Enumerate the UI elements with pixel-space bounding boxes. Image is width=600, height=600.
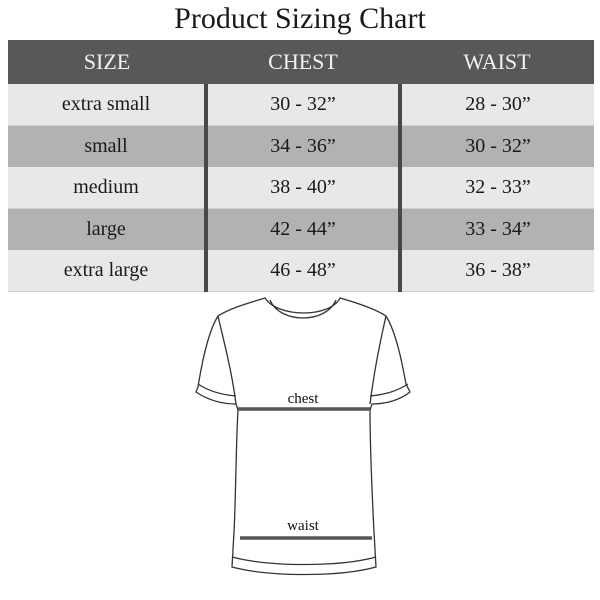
- waist-cell: 28 - 30”: [398, 84, 594, 126]
- sizing-table: SIZE CHEST WAIST extra small 30 - 32” 28 -…: [8, 40, 594, 292]
- table-row: medium 38 - 40” 32 - 33”: [8, 167, 594, 209]
- waist-cell: 32 - 33”: [398, 167, 594, 209]
- table-row: extra small 30 - 32” 28 - 30”: [8, 84, 594, 126]
- table-header-row: SIZE CHEST WAIST: [8, 40, 594, 84]
- chest-cell: 30 - 32”: [204, 84, 400, 126]
- header-chest: CHEST: [206, 40, 400, 84]
- header-size: SIZE: [8, 40, 206, 84]
- waist-cell: 30 - 32”: [398, 125, 594, 167]
- waist-label: waist: [287, 518, 319, 534]
- table-row: small 34 - 36” 30 - 32”: [8, 125, 594, 167]
- size-cell: large: [8, 208, 206, 250]
- size-cell: extra small: [8, 84, 206, 126]
- tshirt-diagram: chest waist: [195, 297, 411, 576]
- chest-cell: 38 - 40”: [204, 167, 400, 209]
- table-row: large 42 - 44” 33 - 34”: [8, 208, 594, 250]
- waist-cell: 33 - 34”: [398, 208, 594, 250]
- table-row: extra large 46 - 48” 36 - 38”: [8, 250, 594, 292]
- size-cell: extra large: [8, 250, 206, 292]
- size-cell: small: [8, 125, 206, 167]
- chest-cell: 46 - 48”: [204, 250, 400, 292]
- page-title: Product Sizing Chart: [174, 2, 426, 35]
- chest-cell: 42 - 44”: [204, 208, 400, 250]
- chest-label: chest: [288, 391, 320, 407]
- chest-cell: 34 - 36”: [204, 125, 400, 167]
- tshirt-outline: [195, 297, 411, 576]
- size-cell: medium: [8, 167, 206, 209]
- waist-cell: 36 - 38”: [398, 250, 594, 292]
- header-waist: WAIST: [400, 40, 594, 84]
